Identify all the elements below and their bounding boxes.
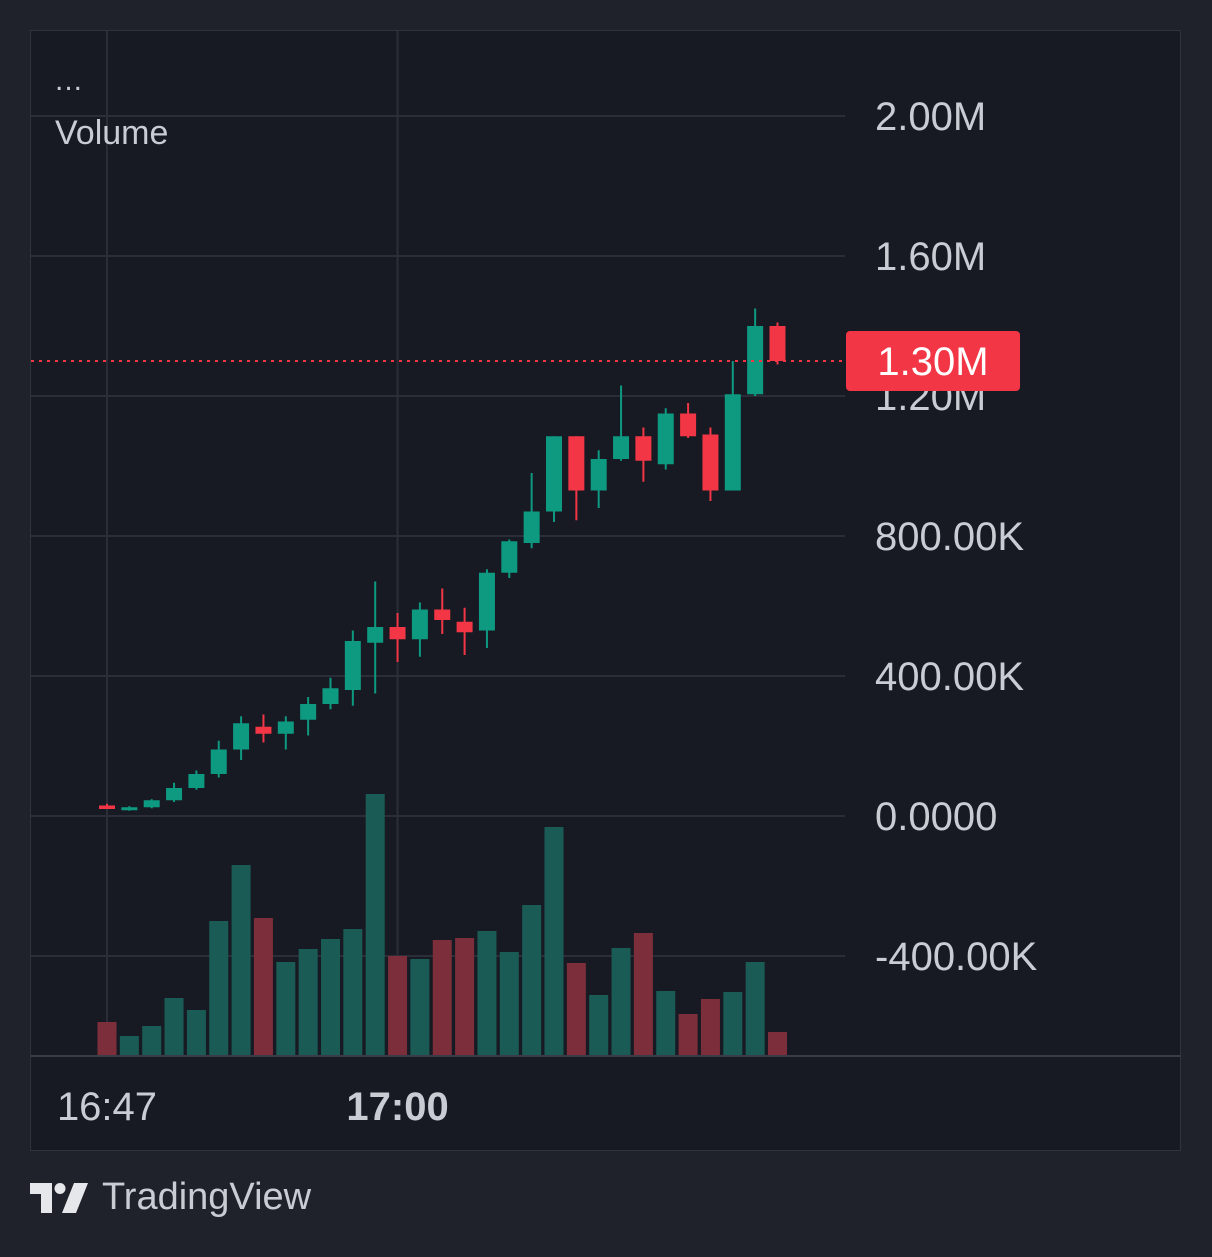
- last-price-badge: [846, 331, 1020, 391]
- volume-bar: [164, 998, 184, 1055]
- candle-body: [590, 459, 607, 491]
- candle-body: [188, 774, 205, 788]
- candle-body: [121, 807, 138, 811]
- volume-bar: [365, 794, 385, 1055]
- volume-bar: [209, 921, 229, 1055]
- volume-bar: [723, 992, 743, 1055]
- tradingview-logo-icon: [30, 1182, 88, 1213]
- x-tick-label: 17:00: [346, 1085, 448, 1129]
- candle-body: [613, 436, 630, 459]
- volume-bar: [544, 827, 564, 1055]
- candle-body: [657, 413, 674, 465]
- volume-bar: [186, 1010, 206, 1055]
- volume-bar: [231, 865, 251, 1055]
- y-tick-label: 800.00K: [875, 515, 1024, 559]
- candle-body: [769, 326, 786, 361]
- volume-bar: [611, 948, 631, 1055]
- volume-bar: [656, 991, 676, 1055]
- x-tick-label: 16:47: [57, 1085, 157, 1129]
- volume-bar: [388, 956, 408, 1055]
- volume-bar: [97, 1022, 117, 1055]
- volume-bar: [768, 1032, 787, 1055]
- candle-body: [501, 541, 518, 573]
- volume-bar: [678, 1014, 698, 1055]
- indicator-menu-button[interactable]: ...: [55, 64, 84, 97]
- candle-body: [233, 723, 250, 750]
- y-tick-label: 400.00K: [875, 655, 1024, 699]
- candle-body: [568, 436, 585, 491]
- candle-body: [456, 621, 473, 633]
- candle-body: [546, 436, 562, 512]
- candle-body: [702, 434, 719, 491]
- volume-bar: [589, 995, 609, 1055]
- tradingview-brand[interactable]: TradingView: [30, 1176, 311, 1219]
- candle-body: [277, 721, 294, 734]
- candle-body: [635, 436, 652, 461]
- candle-body: [724, 394, 741, 491]
- last-price-label: 1.30M: [877, 340, 988, 384]
- volume-bar: [522, 905, 542, 1055]
- candle-body: [322, 688, 339, 704]
- volume-bar: [633, 933, 653, 1055]
- y-tick-label: 2.00M: [875, 95, 986, 139]
- candle-body: [523, 511, 540, 543]
- candle-body: [389, 627, 406, 640]
- candle-body: [344, 641, 361, 690]
- volume-bar: [343, 929, 363, 1055]
- candle-body: [434, 609, 451, 620]
- y-tick-label: 1.60M: [875, 235, 986, 279]
- candle-body: [210, 749, 227, 774]
- volume-bar: [119, 1036, 139, 1055]
- volume-bar: [298, 949, 318, 1055]
- volume-bar: [455, 938, 475, 1055]
- candle-body: [300, 704, 317, 720]
- volume-bar: [700, 999, 720, 1055]
- indicator-label: Volume: [55, 114, 169, 152]
- volume-bar: [253, 918, 273, 1055]
- candle-body: [143, 800, 160, 808]
- volume-bar: [566, 963, 586, 1055]
- candle-body: [255, 726, 272, 734]
- candle-body: [99, 805, 115, 809]
- volume-bar: [276, 962, 296, 1055]
- y-tick-label: 0.0000: [875, 795, 997, 839]
- candle-body: [747, 326, 764, 395]
- y-tick-label: -400.00K: [875, 935, 1038, 979]
- volume-bar: [745, 962, 765, 1055]
- candle-body: [411, 609, 428, 640]
- candle-body: [367, 627, 384, 643]
- volume-bar: [499, 952, 519, 1055]
- brand-name: TradingView: [102, 1176, 312, 1218]
- volume-bar: [142, 1026, 162, 1055]
- volume-bar: [410, 959, 430, 1055]
- candle-body: [166, 788, 183, 801]
- candle-body: [680, 413, 697, 437]
- volume-bar: [477, 931, 497, 1055]
- volume-bar: [321, 939, 340, 1055]
- volume-bar: [432, 940, 452, 1055]
- candle-body: [478, 572, 495, 631]
